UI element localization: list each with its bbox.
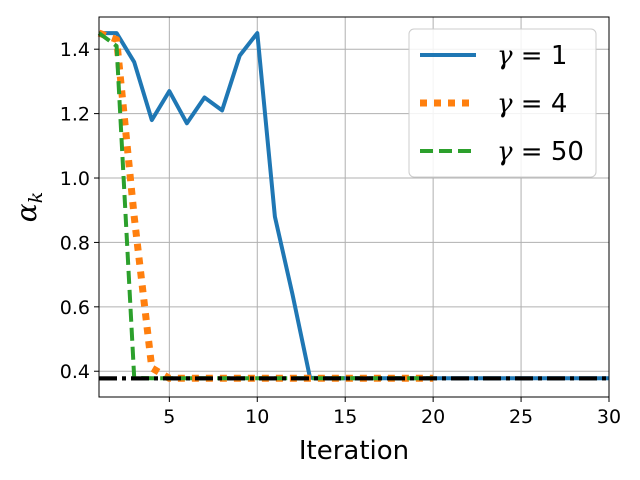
plot-frame [98,16,610,398]
y-axis-label-subscript: k [25,192,47,204]
series-line-3 [97,31,434,381]
x-tick-label: 5 [163,406,175,428]
legend-value: = 50 [513,137,584,167]
x-tick-label: 30 [597,406,621,428]
legend-symbol: γ [497,137,513,167]
y-tick-label: 1.0 [60,168,90,190]
legend-box [408,28,597,178]
x-axis-label: Iteration [299,436,409,466]
y-tick-label: 0.6 [60,297,90,319]
x-tick-label: 20 [421,406,445,428]
y-axis-label: αk [10,192,47,222]
legend-value: = 1 [513,41,568,71]
legend-value: = 4 [513,89,568,119]
legend: γ = 1γ = 4γ = 50 [408,28,597,178]
y-tick-label: 1.2 [60,104,90,126]
ticks: 5 10 15 20 25 30 0.4 0.6 0.8 1.0 1.2 1.4 [60,39,621,428]
legend-label-2: γ = 4 [497,89,567,119]
legend-label-1: γ = 1 [497,41,567,71]
y-tick-label: 1.4 [60,39,90,61]
x-tick-label: 25 [509,406,533,428]
series-line-2 [97,29,434,382]
y-tick-label: 0.8 [60,232,90,254]
legend-symbol: γ [497,89,513,119]
y-tick-label: 0.4 [60,361,90,383]
series-lines [97,29,609,382]
x-tick-label: 15 [333,406,357,428]
y-axis-label-symbol: α [10,203,43,222]
x-tick-label: 10 [245,406,269,428]
legend-label-3: γ = 50 [497,137,584,167]
legend-symbol: γ [497,41,513,71]
